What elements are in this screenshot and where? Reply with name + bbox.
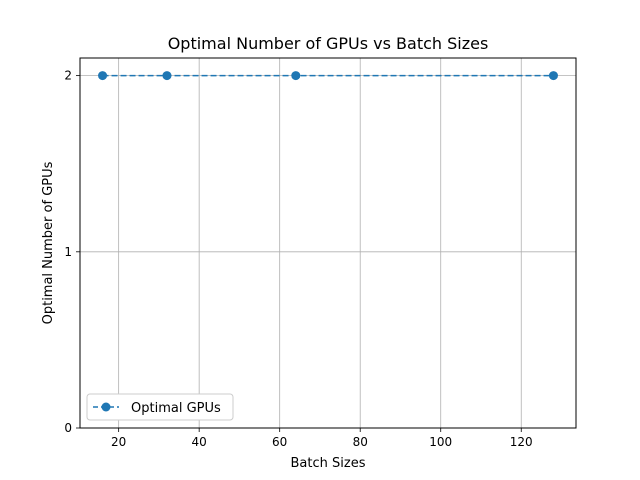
data-point bbox=[98, 71, 108, 81]
y-axis-label: Optimal Number of GPUs bbox=[41, 161, 56, 324]
legend-label: Optimal GPUs bbox=[131, 401, 221, 416]
x-tick-label: 40 bbox=[192, 435, 207, 449]
data-point bbox=[162, 71, 172, 81]
x-tick-label: 20 bbox=[111, 435, 126, 449]
x-tick-label: 80 bbox=[353, 435, 368, 449]
series-layer bbox=[98, 71, 558, 81]
legend-box bbox=[86, 393, 234, 421]
x-tick-label: 60 bbox=[272, 435, 287, 449]
y-tick-label: 2 bbox=[64, 69, 72, 83]
x-tick-label: 100 bbox=[429, 435, 452, 449]
y-tick-label: 1 bbox=[64, 245, 72, 259]
legend-marker-sample bbox=[101, 402, 111, 412]
data-point bbox=[548, 71, 558, 81]
plot-area-frame bbox=[79, 57, 577, 429]
y-tick-label: 0 bbox=[64, 421, 72, 435]
data-point bbox=[291, 71, 301, 81]
axis-ticks: 20 40 60 80 100 120 0 1 2 bbox=[64, 69, 532, 449]
legend: Optimal GPUs bbox=[86, 393, 234, 421]
x-tick-label: 120 bbox=[510, 435, 533, 449]
x-axis-label: Batch Sizes bbox=[291, 456, 366, 471]
chart-title: Optimal Number of GPUs vs Batch Sizes bbox=[168, 34, 489, 53]
